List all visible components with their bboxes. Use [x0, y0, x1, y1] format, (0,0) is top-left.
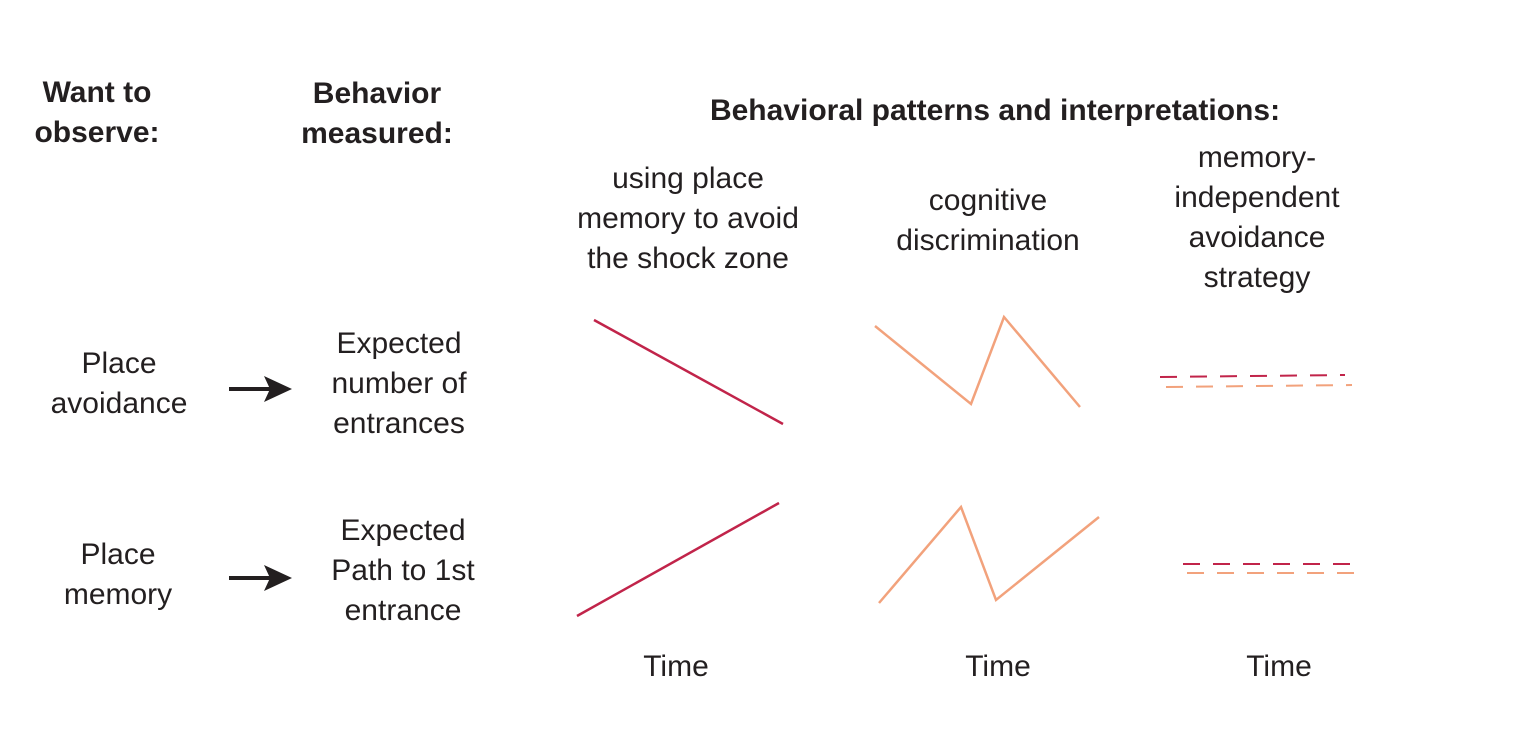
zigzag-line-salmon-row-2 [878, 504, 1100, 604]
arrow-row-2 [229, 565, 292, 591]
behavior-measured-header-line-1: Behavior [312, 77, 442, 110]
behavior-measured-header: Behavior measured: [301, 74, 453, 154]
column-label-line: cognitive [928, 184, 1048, 217]
row-measure-line: entrances [333, 407, 465, 440]
column-label-place-memory: using place memory to avoid the shock zo… [577, 159, 799, 279]
column-label-cognitive-discrimination: cognitive discrimination [896, 181, 1079, 261]
row-measure-number-of-entrances: Expected number of entrances [331, 324, 466, 444]
row-measure-line: Expected [336, 327, 462, 360]
row-observe-line: Place [80, 538, 156, 571]
row-observe-line: avoidance [50, 387, 188, 420]
row-measure-line: entrance [344, 594, 462, 627]
column-label-line: using place [612, 162, 764, 195]
row-measure-line: number of [331, 367, 467, 400]
row-measure-path-to-first-entrance: Expected Path to 1st entrance [331, 511, 474, 631]
trend-line-increasing-crimson [576, 501, 780, 618]
trend-line-decreasing-crimson [593, 318, 784, 426]
column-label-memory-independent: memory- independent avoidance strategy [1174, 138, 1339, 298]
want-to-observe-header-line-1: Want to [42, 76, 152, 109]
column-label-line: memory- [1197, 141, 1317, 174]
row-measure-line: Path to 1st [331, 554, 475, 587]
time-label: Time [1246, 650, 1312, 683]
column-label-line: memory to avoid [577, 202, 799, 235]
column-label-line: discrimination [896, 224, 1080, 257]
column-label-line: strategy [1203, 261, 1311, 294]
row-observe-line: memory [63, 578, 173, 611]
row-measure-line: Expected [340, 514, 466, 547]
column-label-line: independent [1174, 181, 1340, 214]
patterns-header: Behavioral patterns and interpretations: [709, 94, 1281, 127]
want-to-observe-header: Want to observe: [34, 73, 159, 153]
time-label: Time [965, 650, 1031, 683]
flat-dashed-line-salmon-row-1 [1165, 384, 1353, 388]
behavior-measured-header-line-2: measured: [301, 117, 453, 150]
row-observe-place-memory: Place memory [64, 535, 172, 615]
row-observe-place-avoidance: Place avoidance [51, 344, 188, 424]
zigzag-line-salmon-row-1 [874, 314, 1081, 408]
row-observe-line: Place [81, 347, 157, 380]
time-label: Time [643, 650, 709, 683]
column-label-line: the shock zone [587, 242, 789, 275]
flat-dashed-line-crimson-row-1 [1159, 374, 1346, 378]
want-to-observe-header-line-2: observe: [34, 116, 160, 149]
arrow-row-1 [229, 376, 292, 402]
column-label-line: avoidance [1188, 221, 1326, 254]
